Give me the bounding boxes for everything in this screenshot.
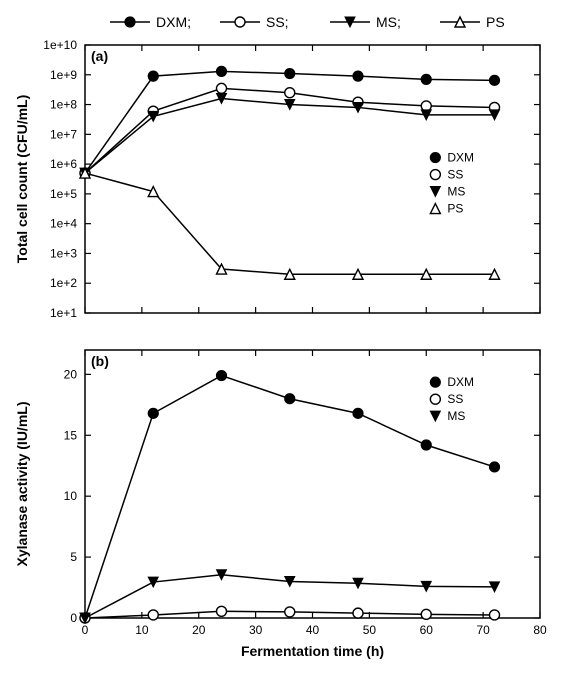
series-marker-dxm	[285, 394, 295, 404]
series-marker-dxm	[353, 408, 363, 418]
x-tick-label: 40	[306, 623, 320, 637]
legend-label: DXM	[447, 151, 474, 165]
panel-label-b: (b)	[91, 353, 109, 369]
y-tick-label: 1e+6	[50, 157, 77, 171]
y-tick-label: 0	[70, 611, 77, 625]
series-marker-ps	[148, 187, 158, 197]
series-marker-ss	[148, 610, 158, 620]
chart-svg: DXM; SS; MS; PS 1e+1 1e+2 1e+3 1e+4 1e+5 1e+6 1e+7…	[0, 0, 568, 677]
series-marker-ss	[285, 607, 295, 617]
series-marker-dxm	[421, 74, 431, 84]
series-marker-dxm	[285, 69, 295, 79]
y-tick-label: 10	[64, 489, 78, 503]
y-tick-label: 1e+7	[50, 127, 77, 141]
y-tick-label: 1e+8	[50, 98, 77, 112]
y-axis-label-a: Total cell count (CFU/mL)	[14, 95, 30, 264]
y-tick-label: 1e+10	[43, 38, 77, 52]
legend-marker	[430, 411, 440, 421]
legend-label: MS	[447, 409, 465, 423]
y-tick-label: 1e+1	[50, 306, 77, 320]
top-legend-label: PS	[486, 14, 505, 30]
series-marker-ss	[490, 610, 500, 620]
y-axis-label-b: Xylanase activity (IU/mL)	[14, 402, 30, 567]
series-marker-ss	[353, 608, 363, 618]
series-marker-dxm	[217, 371, 227, 381]
legend-label: PS	[447, 202, 463, 216]
legend-marker	[430, 204, 440, 214]
top-legend-label: SS;	[266, 14, 289, 30]
legend-label: DXM	[447, 375, 474, 389]
legend-label: SS	[447, 168, 463, 182]
series-marker-ss	[217, 606, 227, 616]
x-tick-label: 60	[420, 623, 434, 637]
series-marker-dxm	[217, 66, 227, 76]
top-legend-marker	[235, 17, 245, 27]
legend-label: SS	[447, 392, 463, 406]
top-legend-label: DXM;	[156, 14, 191, 30]
legend-marker	[430, 394, 440, 404]
chart-figure: DXM; SS; MS; PS 1e+1 1e+2 1e+3 1e+4 1e+5 1e+6 1e+7…	[0, 0, 568, 677]
series-marker-dxm	[148, 71, 158, 81]
x-tick-label: 10	[135, 623, 149, 637]
x-tick-label: 50	[363, 623, 377, 637]
x-tick-label: 20	[192, 623, 206, 637]
y-tick-label: 5	[70, 550, 77, 564]
series-marker-ss	[217, 83, 227, 93]
y-tick-label: 1e+5	[50, 187, 77, 201]
legend-marker	[430, 170, 440, 180]
x-axis-label: Fermentation time (h)	[241, 643, 384, 659]
x-tick-label: 80	[533, 623, 547, 637]
y-tick-label: 1e+2	[50, 276, 77, 290]
panel-label-a: (a)	[91, 48, 108, 64]
y-tick-label: 15	[64, 428, 78, 442]
y-tick-label: 1e+9	[50, 68, 77, 82]
series-marker-dxm	[490, 75, 500, 85]
legend-label: MS	[447, 185, 465, 199]
legend-marker	[430, 153, 440, 163]
series-marker-dxm	[148, 408, 158, 418]
x-tick-label: 0	[82, 623, 89, 637]
x-tick-label: 70	[476, 623, 490, 637]
series-marker-dxm	[490, 462, 500, 472]
y-tick-label: 1e+3	[50, 246, 77, 260]
top-legend-label: MS;	[376, 14, 401, 30]
y-tick-label: 20	[64, 367, 78, 381]
series-marker-ss	[421, 609, 431, 619]
y-tick-label: 1e+4	[50, 217, 77, 231]
plot-border	[85, 45, 540, 313]
series-marker-ss	[285, 88, 295, 98]
x-tick-label: 30	[249, 623, 263, 637]
legend-marker	[430, 377, 440, 387]
series-marker-dxm	[353, 71, 363, 81]
top-legend-marker	[125, 17, 135, 27]
series-marker-dxm	[421, 440, 431, 450]
legend-marker	[430, 187, 440, 197]
